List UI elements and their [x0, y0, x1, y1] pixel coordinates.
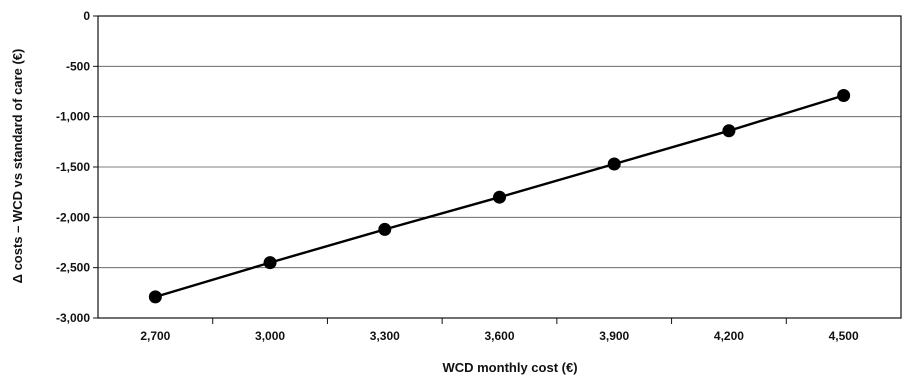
data-point	[378, 222, 392, 236]
x-axis-label: WCD monthly cost (€)	[442, 360, 577, 375]
y-axis-label: Δ costs – WCD vs standard of care (€)	[10, 49, 25, 284]
y-tick-label: -500	[66, 59, 90, 73]
x-axis-ticks: 2,700 3,000 3,300 3,600 3,900 4,200 4,500	[140, 318, 859, 343]
x-tick-label: 3,900	[599, 329, 629, 343]
data-series	[148, 89, 851, 304]
data-point	[263, 256, 277, 270]
x-tick-label: 3,000	[255, 329, 285, 343]
y-tick-label: -3,000	[56, 311, 90, 325]
data-point	[493, 190, 506, 204]
x-tick-label: 2,700	[140, 329, 170, 343]
data-point	[837, 89, 851, 103]
y-tick-label: -2,500	[56, 261, 90, 275]
x-tick-label: 4,200	[714, 329, 744, 343]
data-point	[722, 124, 736, 138]
y-tick-label: -2,000	[56, 210, 90, 224]
x-tick-label: 3,600	[484, 329, 514, 343]
x-tick-label: 4,500	[829, 329, 859, 343]
y-axis-ticks: 0 -500 -1,000 -1,500 -2,000 -2,500 -3,000	[56, 9, 98, 325]
data-point	[607, 157, 621, 171]
y-tick-label: -1,000	[56, 110, 90, 124]
y-tick-label: 0	[83, 9, 90, 23]
plot-area-frame	[97, 15, 902, 319]
gridlines	[98, 65, 901, 269]
data-point	[148, 290, 162, 304]
y-tick-label: -1,500	[56, 160, 90, 174]
x-tick-label: 3,300	[370, 329, 400, 343]
